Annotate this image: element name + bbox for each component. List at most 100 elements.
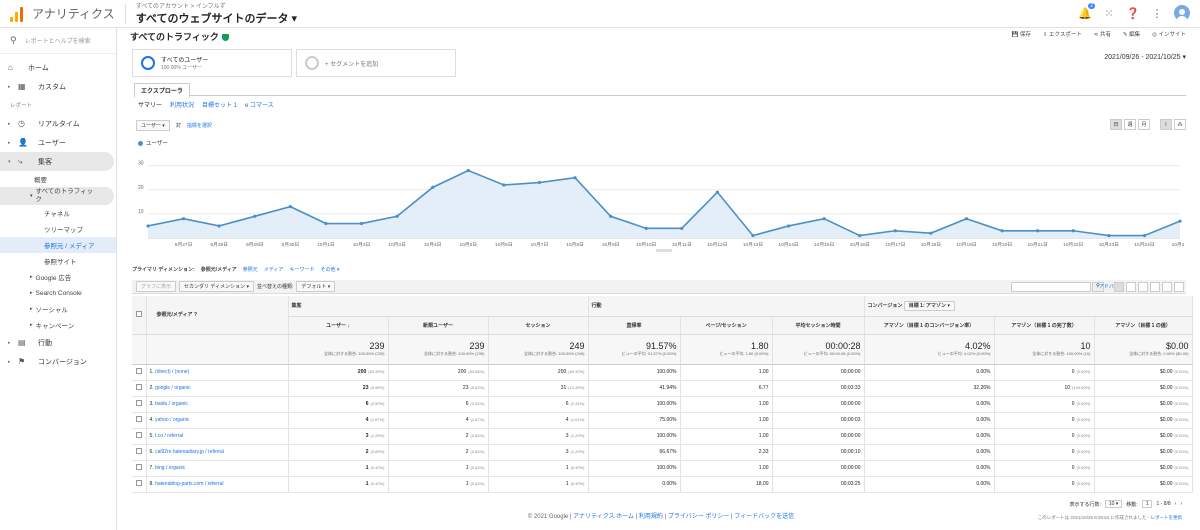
row-checkbox[interactable] [135,432,142,438]
data-point[interactable] [1178,219,1182,223]
data-point[interactable] [680,226,684,230]
row-checkbox[interactable] [135,400,142,406]
source-medium-link[interactable]: hatenablog-parts.com / referral [155,481,224,487]
data-point[interactable] [253,214,257,218]
sort-type-dropdown[interactable]: デフォルト ▾ [296,281,336,292]
segment-all-users[interactable]: すべてのユーザー 100.00% ユーザー [132,49,292,77]
primary-dim-source[interactable]: 参照元 [242,267,258,273]
data-point[interactable] [786,224,791,228]
plot-rows-button[interactable]: グラフに表示 [136,281,177,292]
sidebar-sub-overview[interactable]: 概要 [34,177,47,184]
source-medium-link[interactable]: bing / organic [155,465,186,471]
footer-link-feedback[interactable]: フィードバックを送信 [734,514,795,520]
row-checkbox[interactable] [135,480,142,486]
row-checkbox[interactable] [135,384,142,390]
row-checkbox[interactable] [135,416,142,422]
search-icon[interactable]: ⚲ [1092,282,1104,292]
data-point[interactable] [1142,233,1147,238]
rows-per-page-select[interactable]: 10 ▾ [1104,500,1123,508]
sidebar-item-behavior[interactable]: ▸ ▤ 行動 [0,333,116,352]
next-page-button[interactable]: › [1180,501,1182,507]
sidebar-sub-channels[interactable]: チャネル [44,211,70,218]
select-metric-link[interactable]: 指標を選択 [186,123,212,129]
sidebar-sub-source-medium[interactable]: 参照元 / メディア [0,237,116,253]
source-medium-link[interactable]: t.co / referral [155,433,184,439]
footer-link-terms[interactable]: 利用規約 [638,514,663,520]
select-all-checkbox[interactable] [135,310,142,317]
data-point[interactable] [537,180,542,185]
tab-explorer[interactable]: エクスプローラ [134,83,190,98]
source-medium-link[interactable]: cal92re.hatenadiary.jp / referral [155,449,224,455]
footer-link-home[interactable]: アナリティクス ホーム [573,514,634,520]
data-point[interactable] [1000,229,1004,233]
subtab-summary[interactable]: サマリー [138,103,163,109]
subtab-goal-set-1[interactable]: 目標セット 1 [202,103,238,109]
primary-dim-other[interactable]: その他 ▾ [320,267,340,273]
table-search-input[interactable] [1011,282,1091,292]
data-point[interactable] [609,214,613,218]
source-medium-link[interactable]: (direct) / (none) [155,369,190,375]
page-number-input[interactable]: 1 [1141,500,1153,508]
add-segment-button[interactable]: + セグメントを追加 [296,49,456,77]
avatar[interactable] [1174,5,1190,21]
chart-resize-handle[interactable] [656,249,672,252]
sidebar-item-audience[interactable]: ▸ 👤 ユーザー [0,133,116,152]
data-point[interactable] [1071,229,1075,233]
motion-chart-icon[interactable]: ⁂ [1174,119,1186,130]
apps-grid-icon[interactable]: ⁙ [1104,7,1114,20]
sidebar-item-acquisition[interactable]: ▾ ⤷ 集客 [0,152,114,171]
account-selector[interactable]: すべてのアカウント > インフルず すべてのウェブサイトのデータ ▾ [136,1,297,26]
dim-header[interactable]: 参照元/メディア ? [146,296,289,335]
more-vert-icon[interactable]: ⋮ [1151,7,1163,20]
data-point[interactable] [395,214,399,218]
advanced-filter-link[interactable]: アドバンス [1098,284,1124,290]
subtab-usage[interactable]: 利用状況 [170,103,195,109]
data-point[interactable] [644,226,648,230]
column-header[interactable]: ページ/セッション [680,316,773,335]
row-checkbox[interactable] [135,368,142,374]
metric-dropdown[interactable]: ユーザー ▾ [136,120,170,131]
data-point[interactable] [1036,229,1040,233]
column-header[interactable]: 直帰率 [588,316,681,335]
pivot-view-icon[interactable] [1174,282,1184,292]
view-week-button[interactable]: 週 [1124,119,1136,130]
sidebar-sub-all-traffic[interactable]: ▾ すべてのトラフィック [0,187,114,205]
sidebar-item-realtime[interactable]: ▸ ◷ リアルタイム [0,114,116,133]
line-chart-icon[interactable]: ⌇ [1160,119,1172,130]
sidebar-search[interactable]: ⚲ レポートとヘルプを検索 [0,28,116,54]
data-point[interactable] [288,205,292,209]
data-point[interactable] [893,229,897,233]
column-header[interactable]: セッション [488,316,589,335]
help-icon[interactable]: ❓ [1126,7,1140,20]
table-view-icon[interactable] [1114,282,1124,292]
bell-icon[interactable]: 🔔 2 [1078,3,1095,20]
secondary-dimension-dropdown[interactable]: セカンダリ ディメンション ▾ [179,281,254,292]
data-point[interactable] [466,168,470,173]
edit-button[interactable]: ✎ 編集 [1122,32,1141,38]
date-range-picker[interactable]: 2021/09/26 - 2021/10/25 ▾ [1104,53,1186,61]
insights-button[interactable]: ◎ インサイト [1152,32,1186,38]
goal-dropdown[interactable]: 目標 1: アマゾン ▾ [903,301,955,312]
view-month-button[interactable]: 月 [1138,119,1150,130]
data-point[interactable] [217,224,221,228]
data-point[interactable] [359,221,364,226]
subtab-ecommerce[interactable]: e コマース [245,103,274,109]
data-point[interactable] [431,185,435,189]
source-medium-link[interactable]: baidu / organic [155,401,188,407]
sidebar-sub-social[interactable]: ▸ ソーシャル [0,301,116,317]
primary-dim-keyword[interactable]: キーワード [289,267,315,273]
comparison-view-icon[interactable] [1150,282,1160,292]
sidebar-sub-treemap[interactable]: ツリーマップ [44,227,83,234]
row-checkbox[interactable] [135,464,142,470]
analytics-logo-icon[interactable] [6,3,28,25]
data-point[interactable] [822,217,826,221]
column-header[interactable]: アマゾン（目標 1 の完了数） [994,316,1095,335]
data-point[interactable] [1107,233,1111,238]
data-point[interactable] [751,233,755,238]
sidebar-sub-google-ads[interactable]: ▸ Google 広告 [0,269,116,285]
data-point[interactable] [324,221,328,226]
column-header[interactable]: アマゾン（目標 1 の値） [1094,316,1193,335]
sidebar-item-custom[interactable]: ▸ ▦ カスタム [0,77,116,96]
performance-view-icon[interactable] [1138,282,1148,292]
column-header[interactable]: アマゾン（目標 1 のコンバージョン率） [864,316,995,335]
